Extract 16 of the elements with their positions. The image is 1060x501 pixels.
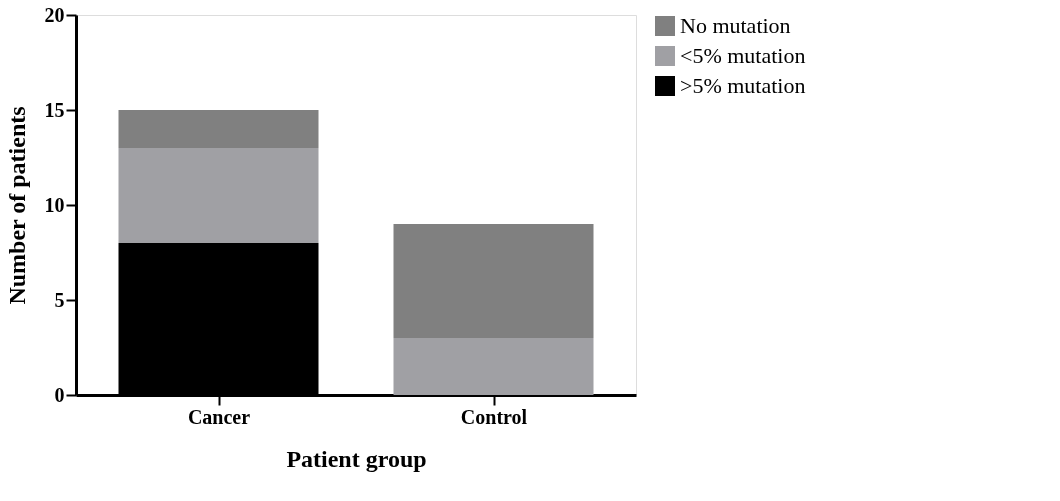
y-tick-label: 5: [54, 288, 65, 311]
bar: [393, 338, 594, 395]
legend-label: No mutation: [680, 13, 791, 38]
x-axis-title: Patient group: [286, 445, 427, 472]
bar: [393, 224, 594, 338]
x-tick-label: Cancer: [187, 405, 251, 428]
legend-label: >5% mutation: [680, 73, 806, 98]
y-tick-label: 20: [44, 3, 65, 26]
y-axis-title: Number of patients: [3, 106, 30, 305]
y-tick-label: 15: [44, 98, 65, 121]
y-tick-label: 10: [44, 193, 65, 216]
bar: [118, 148, 319, 243]
legend-label: <5% mutation: [680, 43, 806, 68]
bar: [118, 110, 319, 148]
y-tick-label: 0: [54, 383, 65, 406]
x-tick-label: Control: [460, 405, 528, 428]
